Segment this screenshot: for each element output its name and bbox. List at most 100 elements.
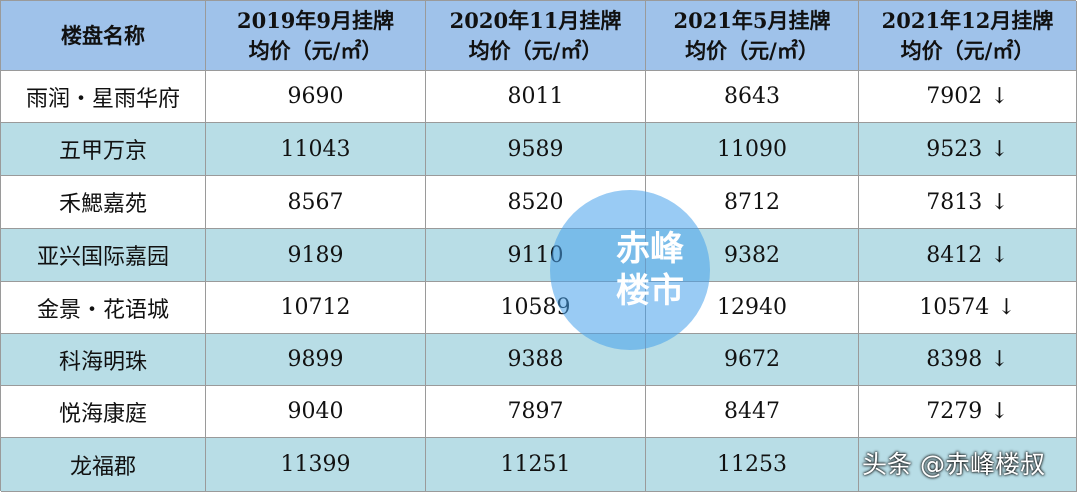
table-cell: 9189	[206, 229, 426, 282]
price: 8011	[507, 84, 564, 109]
header-line: 均价（元/㎡）	[900, 37, 1035, 63]
table-cell: 10574 ↓	[859, 282, 1077, 334]
price: 8643	[724, 84, 780, 109]
cell-content: 7902 ↓	[926, 84, 1008, 109]
table-cell: 金景・花语城	[1, 282, 206, 334]
cell-content: 8712	[724, 190, 780, 215]
price: 8412	[926, 242, 983, 268]
table-cell: 8011	[426, 71, 646, 123]
price: 7897	[507, 399, 564, 424]
price: 7279	[926, 399, 983, 424]
price: 9189	[287, 242, 344, 268]
price: 9388	[507, 347, 564, 372]
price: 10574	[919, 295, 990, 320]
cell-content: 8398 ↓	[926, 347, 1008, 372]
table-cell: 11253	[646, 438, 859, 492]
cell-content: 7897	[508, 399, 564, 424]
name-text: 悦海康庭	[58, 401, 147, 427]
table-cell: 亚兴国际嘉园	[1, 229, 206, 282]
table-cell: 8520	[426, 176, 646, 229]
name-text: 雨润・星雨华府	[25, 86, 180, 112]
cell-content: 11253	[717, 452, 787, 477]
price: 7813	[926, 189, 983, 215]
price: 9589	[507, 136, 564, 162]
table-cell: 11043	[206, 123, 426, 176]
trend-arrow: ↓	[990, 399, 1009, 424]
trend-arrow: ↓	[997, 295, 1016, 320]
price: 9899	[287, 347, 344, 372]
trend-arrow: ↓	[990, 242, 1009, 268]
cell-content: 7813 ↓	[926, 190, 1008, 215]
table-cell: 悦海康庭	[1, 386, 206, 438]
price: 9523	[926, 136, 983, 162]
name-text: 科海明珠	[58, 349, 147, 375]
price: 9382	[724, 242, 780, 268]
cell-content: 8011	[508, 84, 564, 109]
table-cell: 10712	[206, 282, 426, 334]
table-cell: 龙福郡	[1, 438, 206, 492]
price: 11253	[717, 452, 787, 477]
cell-content: 9189	[288, 243, 344, 268]
header-line: 2021年5月挂牌	[673, 7, 831, 33]
table-cell: 7813 ↓	[859, 176, 1077, 229]
cell-content: 9690	[288, 84, 344, 109]
table-cell: 8567	[206, 176, 426, 229]
table-cell: 2021年12月挂牌 均价（元/㎡）	[859, 1, 1077, 71]
cell-content: 9523 ↓	[926, 137, 1008, 162]
table-cell: 禾鰓嘉苑	[1, 176, 206, 229]
name-text: 金景・花语城	[36, 297, 169, 323]
table-cell	[859, 438, 1077, 492]
price: 9040	[287, 399, 344, 424]
name-text: 禾鰓嘉苑	[58, 192, 147, 217]
table-cell: 9690	[206, 71, 426, 123]
price: 11043	[280, 136, 351, 162]
watermark: 赤峰 楼市	[550, 190, 710, 350]
price: 8520	[507, 189, 564, 215]
price: 8567	[287, 189, 344, 215]
price: 7902	[926, 84, 983, 109]
table-cell: 7902 ↓	[859, 71, 1077, 123]
header-line: 均价（元/㎡）	[685, 37, 819, 63]
header-line: 2020年11月挂牌	[449, 7, 622, 33]
trend-arrow: ↓	[990, 84, 1009, 109]
cell-content: 8643	[724, 84, 780, 109]
price: 8712	[724, 189, 780, 215]
table-cell: 9672	[646, 334, 859, 386]
cell-content: 11090	[717, 137, 787, 162]
cell-content: 7279 ↓	[926, 399, 1008, 424]
cell-content: 8520	[508, 190, 564, 215]
price: 11090	[717, 136, 787, 162]
price: 10712	[280, 295, 351, 320]
table-cell: 8643	[646, 71, 859, 123]
cell-content: 9040	[288, 399, 344, 424]
price: 8447	[724, 399, 780, 424]
cell-content: 8412 ↓	[926, 243, 1008, 268]
price: 11399	[280, 452, 351, 477]
cell-content: 9899	[288, 347, 344, 372]
table-cell: 五甲万京	[1, 123, 206, 176]
trend-arrow: ↓	[990, 136, 1009, 162]
cell-content: 9589	[508, 137, 564, 162]
price: 9690	[287, 84, 344, 109]
table-cell: 11399	[206, 438, 426, 492]
header-text: 楼盘名称	[61, 22, 145, 48]
cell-content: 11251	[501, 452, 571, 477]
table-cell: 8712	[646, 176, 859, 229]
price: 12940	[717, 295, 787, 320]
name-text: 亚兴国际嘉园	[36, 245, 169, 270]
table-cell: 2019年9月挂牌 均价（元/㎡）	[206, 1, 426, 71]
table-cell: 9523 ↓	[859, 123, 1077, 176]
cell-content: 8447	[724, 399, 780, 424]
name-text: 龙福郡	[69, 454, 136, 480]
table-cell: 9040	[206, 386, 426, 438]
trend-arrow: ↓	[990, 189, 1009, 215]
table-cell: 雨润・星雨华府	[1, 71, 206, 123]
table-cell: 8412 ↓	[859, 229, 1077, 282]
cell-content: 9672	[724, 347, 780, 372]
price: 11251	[500, 452, 571, 477]
watermark-text: 楼市	[616, 271, 684, 311]
table-cell: 2020年11月挂牌 均价（元/㎡）	[426, 1, 646, 71]
table-cell: 2021年5月挂牌 均价（元/㎡）	[646, 1, 859, 71]
